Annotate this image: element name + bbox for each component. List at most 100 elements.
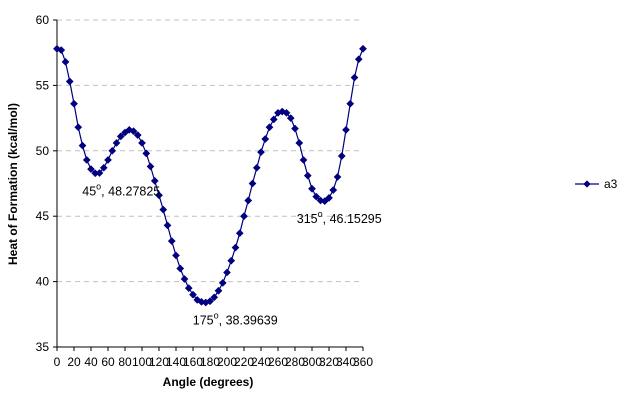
data-point (269, 115, 278, 124)
data-point (99, 163, 108, 172)
y-tick-label: 55 (36, 78, 50, 92)
data-point (180, 275, 189, 283)
data-point (337, 152, 346, 160)
y-tick-label: 50 (36, 144, 50, 158)
data-point (312, 192, 321, 201)
x-tick-label: 320 (319, 355, 339, 369)
series-line (56, 48, 364, 304)
x-tick-label: 140 (166, 355, 186, 369)
legend-marker (583, 180, 591, 188)
data-point (112, 138, 121, 147)
grid-lines (57, 19, 363, 283)
data-point (104, 156, 112, 164)
data-point (303, 171, 312, 180)
data-point (350, 73, 359, 82)
data-point (286, 114, 295, 123)
y-tick-label: 35 (36, 340, 50, 354)
data-point (142, 149, 151, 158)
data-point (95, 169, 104, 177)
data-point (206, 297, 214, 306)
data-point (163, 221, 172, 230)
data-point (61, 57, 70, 66)
y-tick-label: 60 (36, 13, 50, 27)
data-point (248, 179, 257, 188)
data-point (74, 123, 83, 132)
x-tick-label: 60 (101, 355, 115, 369)
data-point (295, 138, 304, 147)
data-point (235, 229, 244, 238)
x-tick-label: 200 (217, 355, 237, 369)
data-point (210, 293, 219, 302)
data-point (138, 138, 146, 147)
data-point (176, 264, 185, 273)
x-tick-label: 340 (336, 355, 356, 369)
annotation-label: 45o, 48.27825 (82, 181, 160, 198)
data-point (150, 176, 159, 185)
data-point (159, 205, 168, 214)
x-tick-label: 160 (183, 355, 203, 369)
data-point (244, 196, 253, 205)
data-point (257, 148, 265, 157)
data-point (155, 191, 163, 200)
data-point (265, 123, 274, 132)
data-point (184, 284, 193, 293)
annotation-degree: o (318, 209, 323, 219)
data-point (172, 251, 180, 260)
x-tick-label: 100 (132, 355, 152, 369)
data-point (167, 237, 176, 246)
data-point (108, 146, 117, 155)
data-point (240, 212, 248, 221)
legend: a3 (575, 177, 618, 191)
annotation-value: , 48.27825 (101, 184, 160, 198)
x-axis-title: Angle (degrees) (163, 375, 254, 389)
data-point (78, 141, 87, 150)
data-point (116, 132, 125, 141)
data-point (87, 165, 95, 174)
annotation-angle: 175 (193, 314, 214, 328)
data-point (359, 44, 367, 53)
data-point (223, 268, 231, 277)
data-point (218, 278, 227, 287)
x-tick-label: 80 (118, 355, 132, 369)
data-point (189, 290, 197, 299)
y-tick-label: 45 (36, 209, 50, 223)
data-point (299, 156, 308, 164)
annotation-value: , 46.15295 (323, 212, 382, 226)
data-point (291, 124, 299, 133)
legend-label: a3 (604, 177, 618, 191)
data-point (342, 125, 350, 134)
data-point (333, 173, 342, 181)
annotation-label: 175o, 38.39639 (193, 311, 278, 328)
data-point (261, 135, 270, 143)
data-point (129, 127, 138, 136)
x-tick-label: 180 (200, 355, 220, 369)
annotation-angle: 315 (297, 212, 318, 226)
data-point (231, 243, 240, 252)
annotation-angle: 45 (82, 184, 96, 198)
data-point (346, 99, 355, 108)
data-point (193, 295, 202, 304)
x-tick-label: 300 (302, 355, 322, 369)
data-point (329, 186, 338, 194)
annotation-label: 315o, 46.15295 (297, 209, 382, 226)
data-point (308, 184, 316, 193)
data-point (65, 77, 74, 86)
data-point (82, 156, 91, 164)
x-tick-label: 280 (285, 355, 305, 369)
x-tick-label: 0 (54, 355, 61, 369)
annotation-degree: o (96, 181, 101, 191)
x-tick-label: 260 (268, 355, 288, 369)
x-tick-label: 240 (251, 355, 271, 369)
x-tick-label: 40 (84, 355, 98, 369)
y-tick-label: 40 (36, 275, 50, 289)
annotation-degree: o (214, 311, 219, 321)
x-tick-label: 360 (353, 355, 373, 369)
x-tick-label: 120 (149, 355, 169, 369)
data-point (70, 99, 78, 108)
series-a3 (53, 44, 367, 307)
data-point (214, 286, 223, 295)
y-axis-title: Heat of Formation (kcal/mol) (6, 103, 20, 265)
